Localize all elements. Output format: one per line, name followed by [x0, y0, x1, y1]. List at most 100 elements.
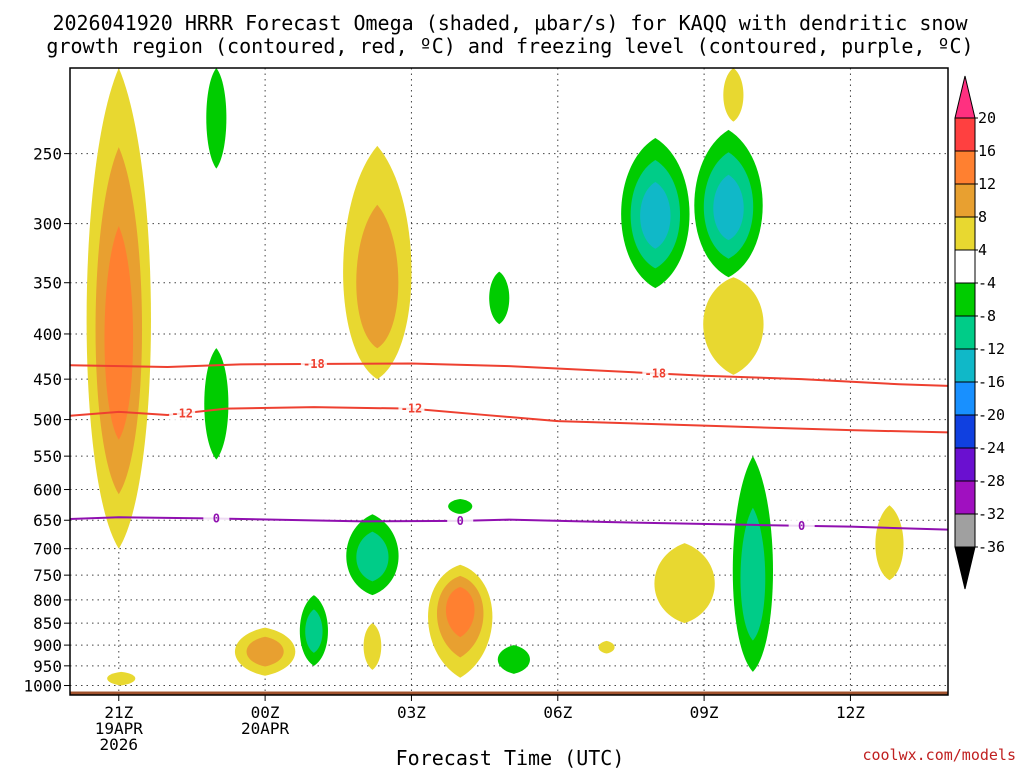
omega-region-0-level-12: [104, 226, 134, 440]
omega-region-15-level-neg12: [713, 174, 744, 241]
y-tick-label: 500: [33, 411, 62, 430]
colorbar-segment: [954, 348, 976, 383]
x-tick-label: 12Z: [836, 703, 865, 722]
colorbar-segment: [954, 414, 976, 449]
y-tick-label: 450: [33, 370, 62, 389]
omega-region-8-level-4: [363, 623, 382, 670]
y-tick-label: 750: [33, 566, 62, 585]
omega-region-1-level-4: [107, 671, 136, 686]
chart-title-line-1: 2026041920 HRRR Forecast Omega (shaded, …: [52, 11, 968, 35]
y-tick-label: 950: [33, 657, 62, 676]
omega-region-2-level-neg4: [206, 68, 227, 169]
y-tick-label: 650: [33, 511, 62, 530]
isotherm-dgz-top: [70, 362, 948, 387]
colorbar-label: 16: [978, 142, 996, 160]
isotherm-label-bg: [642, 366, 669, 381]
y-tick-label: 250: [33, 145, 62, 164]
colorbar-label: -4: [978, 274, 996, 292]
isotherm-label-dgz-top: -18: [303, 357, 325, 371]
omega-region-13-level-4: [598, 640, 615, 654]
colorbar-segment: [954, 381, 976, 416]
x-tick-label: 06Z: [543, 703, 572, 722]
colorbar-label: -8: [978, 307, 996, 325]
colorbar-label: -32: [978, 505, 1005, 523]
omega-region-7-level-neg8: [356, 531, 389, 582]
ground-strip: [70, 691, 948, 695]
x-tick-label: 00Z: [251, 703, 280, 722]
omega-region-12-level-neg4: [497, 645, 530, 674]
x-tick-label: 09Z: [690, 703, 719, 722]
y-tick-label: 700: [33, 540, 62, 559]
colorbar-label: -12: [978, 340, 1005, 358]
chart-title-line-2: growth region (contoured, red, ºC) and f…: [46, 34, 973, 58]
x-tick-label: 19APR: [95, 719, 144, 738]
colorbar-segment: [954, 150, 976, 185]
omega-region-4-level-8: [356, 204, 399, 349]
omega-region-6-level-neg8: [305, 609, 323, 653]
omega-region-17-level-4: [703, 277, 764, 375]
colorbar-label: -28: [978, 472, 1005, 490]
omega-region-5-level-8: [246, 636, 284, 667]
x-tick-label: 21Z: [104, 703, 133, 722]
y-tick-label: 900: [33, 636, 62, 655]
colorbar: 20 16 12 8 4 -4 -8 -12 -16 -20 -24 -28 -32 -36: [954, 75, 1005, 590]
isotherm-label-bg: [169, 406, 196, 421]
x-tick-label: 2026: [100, 735, 139, 754]
colorbar-segment: [954, 315, 976, 350]
y-tick-label: 350: [33, 274, 62, 293]
y-tick-label: 550: [33, 447, 62, 466]
isotherm-label-bg: [788, 518, 815, 533]
isotherm-label-freezing-level: 0: [798, 519, 805, 533]
x-axis-title: Forecast Time (UTC): [396, 746, 625, 768]
omega-region-20-level-4: [875, 505, 904, 581]
credit-text: coolwx.com/models: [862, 746, 1016, 764]
colorbar-label: -20: [978, 406, 1005, 424]
colorbar-top-arrow: [954, 75, 976, 119]
isotherm-label-dgz-bottom: -12: [401, 402, 423, 416]
plot-content: -18 -18 -12 -12 0 0 0: [70, 68, 948, 695]
x-tick-label: 03Z: [397, 703, 426, 722]
colorbar-bottom-arrow: [954, 546, 976, 590]
plot-area: -18 -18 -12 -12 0 0 0: [70, 68, 948, 695]
colorbar-segment: [954, 117, 976, 152]
colorbar-segment: [954, 480, 976, 515]
colorbar-segment: [954, 249, 976, 284]
omega-region-16-level-4: [723, 68, 744, 122]
colorbar-label: 12: [978, 175, 996, 193]
omega-region-19-level-neg8: [740, 507, 766, 641]
isotherm-label-bg: [398, 401, 425, 416]
colorbar-label: 4: [978, 241, 987, 259]
plot-frame: [69, 67, 949, 696]
isotherm-label-freezing-level: 0: [457, 514, 464, 528]
omega-region-18-level-4: [654, 543, 715, 624]
y-tick-label: 800: [33, 591, 62, 610]
y-tick-label: 400: [33, 325, 62, 344]
x-tick-label: 20APR: [241, 719, 290, 738]
omega-region-11-level-neg4: [448, 499, 473, 515]
colorbar-label: -16: [978, 373, 1005, 391]
y-tick-label: 300: [33, 215, 62, 234]
y-tick-label: 1000: [23, 677, 62, 696]
colorbar-segment: [954, 513, 976, 548]
y-tick-label: 850: [33, 614, 62, 633]
y-tick-label: 600: [33, 481, 62, 500]
isotherm-label-dgz-top: -18: [644, 366, 666, 380]
colorbar-label: -36: [978, 538, 1005, 556]
colorbar-segment: [954, 282, 976, 317]
colorbar-label: -24: [978, 439, 1005, 457]
isotherm-label-bg: [447, 513, 474, 528]
omega-region-9-level-12: [445, 586, 475, 638]
omega-region-10-level-neg4: [489, 271, 510, 325]
isotherm-label-bg: [300, 356, 327, 371]
colorbar-segment: [954, 216, 976, 251]
plot-background: [70, 68, 948, 695]
colorbar-segment: [954, 183, 976, 218]
axes: 250 300 350 400 450 500 550 600 650 700 750 800 850 9…: [23, 67, 949, 754]
isotherm-label-bg: [203, 511, 230, 526]
colorbar-segment: [954, 447, 976, 482]
colorbar-label: 8: [978, 208, 987, 226]
omega-region-14-level-neg12: [640, 181, 671, 249]
colorbar-label: 20: [978, 109, 996, 127]
isotherm-label-freezing-level: 0: [213, 511, 220, 525]
